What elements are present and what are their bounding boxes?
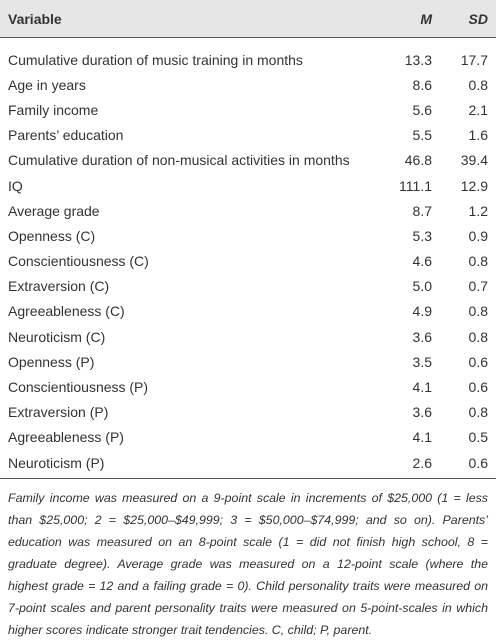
mean-cell: 4.6 — [412, 253, 432, 270]
sd-cell: 0.6 — [468, 379, 488, 396]
variable-cell: Cumulative duration of non-musical activ… — [8, 152, 350, 169]
sd-cell: 0.9 — [468, 227, 488, 244]
table-row: Extraversion (C) 5.0 0.7 — [0, 274, 496, 299]
sd-cell: 0.6 — [440, 450, 496, 480]
sd-cell: 0.8 — [468, 328, 488, 345]
data-table: Variable M SD Cumulative duration of mus… — [0, 0, 496, 480]
mean-cell: 4.1 — [412, 429, 432, 446]
variable-cell: Openness (C) — [8, 227, 96, 244]
table-row: Extraversion (P) 3.6 0.8 — [0, 400, 496, 425]
sd-cell: 0.8 — [468, 303, 488, 320]
mean-cell: 5.3 — [412, 227, 432, 244]
sd-cell: 12.9 — [460, 177, 488, 194]
table-row: Conscientiousness (C) 4.6 0.8 — [0, 249, 496, 274]
mean-cell: 8.6 — [412, 76, 432, 93]
mean-cell: 46.8 — [404, 152, 432, 169]
sd-cell: 2.1 — [468, 101, 488, 118]
header-cell: SD — [440, 0, 496, 38]
table-row: Age in years 8.6 0.8 — [0, 72, 496, 97]
variable-cell: Average grade — [8, 202, 100, 219]
variable-cell: Age in years — [8, 76, 86, 93]
variable-cell: Neuroticism (P) — [0, 450, 364, 480]
table-body: Cumulative duration of music training in… — [0, 38, 496, 480]
variable-cell: Conscientiousness (C) — [8, 253, 149, 270]
sd-cell: 0.8 — [468, 253, 488, 270]
table-row: Agreeableness (P) 4.1 0.5 — [0, 425, 496, 450]
variable-cell: Conscientiousness (P) — [8, 379, 149, 396]
sd-cell: 0.7 — [468, 278, 488, 295]
table-row: Openness (C) 5.3 0.9 — [0, 223, 496, 248]
table-row: Agreeableness (C) 4.9 0.8 — [0, 299, 496, 324]
sd-cell: 0.5 — [468, 429, 488, 446]
sd-cell: 1.2 — [468, 202, 488, 219]
sd-cell: 0.6 — [468, 353, 488, 370]
table-row: Neuroticism (C) 3.6 0.8 — [0, 324, 496, 349]
variable-cell: Neuroticism (C) — [8, 328, 106, 345]
mean-cell: 3.6 — [412, 328, 432, 345]
header-cell: Variable — [0, 0, 364, 38]
header-cell: M — [364, 0, 440, 38]
sd-cell: 39.4 — [460, 152, 488, 169]
table-row: Cumulative duration of music training in… — [0, 38, 496, 73]
mean-cell: 5.5 — [412, 127, 432, 144]
mean-cell: 2.6 — [364, 450, 440, 480]
table-row: Parents’ education 5.5 1.6 — [0, 123, 496, 148]
variable-cell: Family income — [8, 101, 99, 118]
table-row: Conscientiousness (P) 4.1 0.6 — [0, 374, 496, 399]
mean-cell: 5.6 — [412, 101, 432, 118]
table-row: Family income 5.6 2.1 — [0, 97, 496, 122]
mean-cell: 8.7 — [412, 202, 432, 219]
mean-cell: 4.9 — [412, 303, 432, 320]
variable-cell: Extraversion (P) — [8, 404, 109, 421]
variable-cell: Agreeableness (C) — [8, 303, 125, 320]
table-row: Neuroticism (P) 2.6 0.6 — [0, 450, 496, 480]
variable-cell: Parents’ education — [8, 127, 124, 144]
mean-cell: 4.1 — [412, 379, 432, 396]
mean-cell: 5.0 — [412, 278, 432, 295]
sd-cell: 1.6 — [468, 127, 488, 144]
sd-cell: 0.8 — [468, 404, 488, 421]
header-row: Variable M SD — [0, 0, 496, 38]
mean-cell: 3.5 — [412, 353, 432, 370]
variable-cell: Openness (P) — [8, 353, 95, 370]
variable-cell: IQ — [8, 177, 23, 194]
mean-cell: 13.3 — [404, 51, 432, 68]
variable-cell: Cumulative duration of music training in… — [8, 51, 303, 68]
table-row: Cumulative duration of non-musical activ… — [0, 148, 496, 173]
mean-cell: 3.6 — [412, 404, 432, 421]
mean-cell: 111.1 — [399, 177, 432, 194]
variable-cell: Extraversion (C) — [8, 278, 110, 295]
footnote: Family income was measured on a 9-point … — [8, 491, 488, 638]
sd-cell: 0.8 — [468, 76, 488, 93]
table-row: Openness (P) 3.5 0.6 — [0, 349, 496, 374]
table-row: Average grade 8.7 1.2 — [0, 198, 496, 223]
table-row: IQ 111.1 12.9 — [0, 173, 496, 198]
variable-cell: Agreeableness (P) — [8, 429, 124, 446]
sd-cell: 17.7 — [460, 51, 488, 68]
